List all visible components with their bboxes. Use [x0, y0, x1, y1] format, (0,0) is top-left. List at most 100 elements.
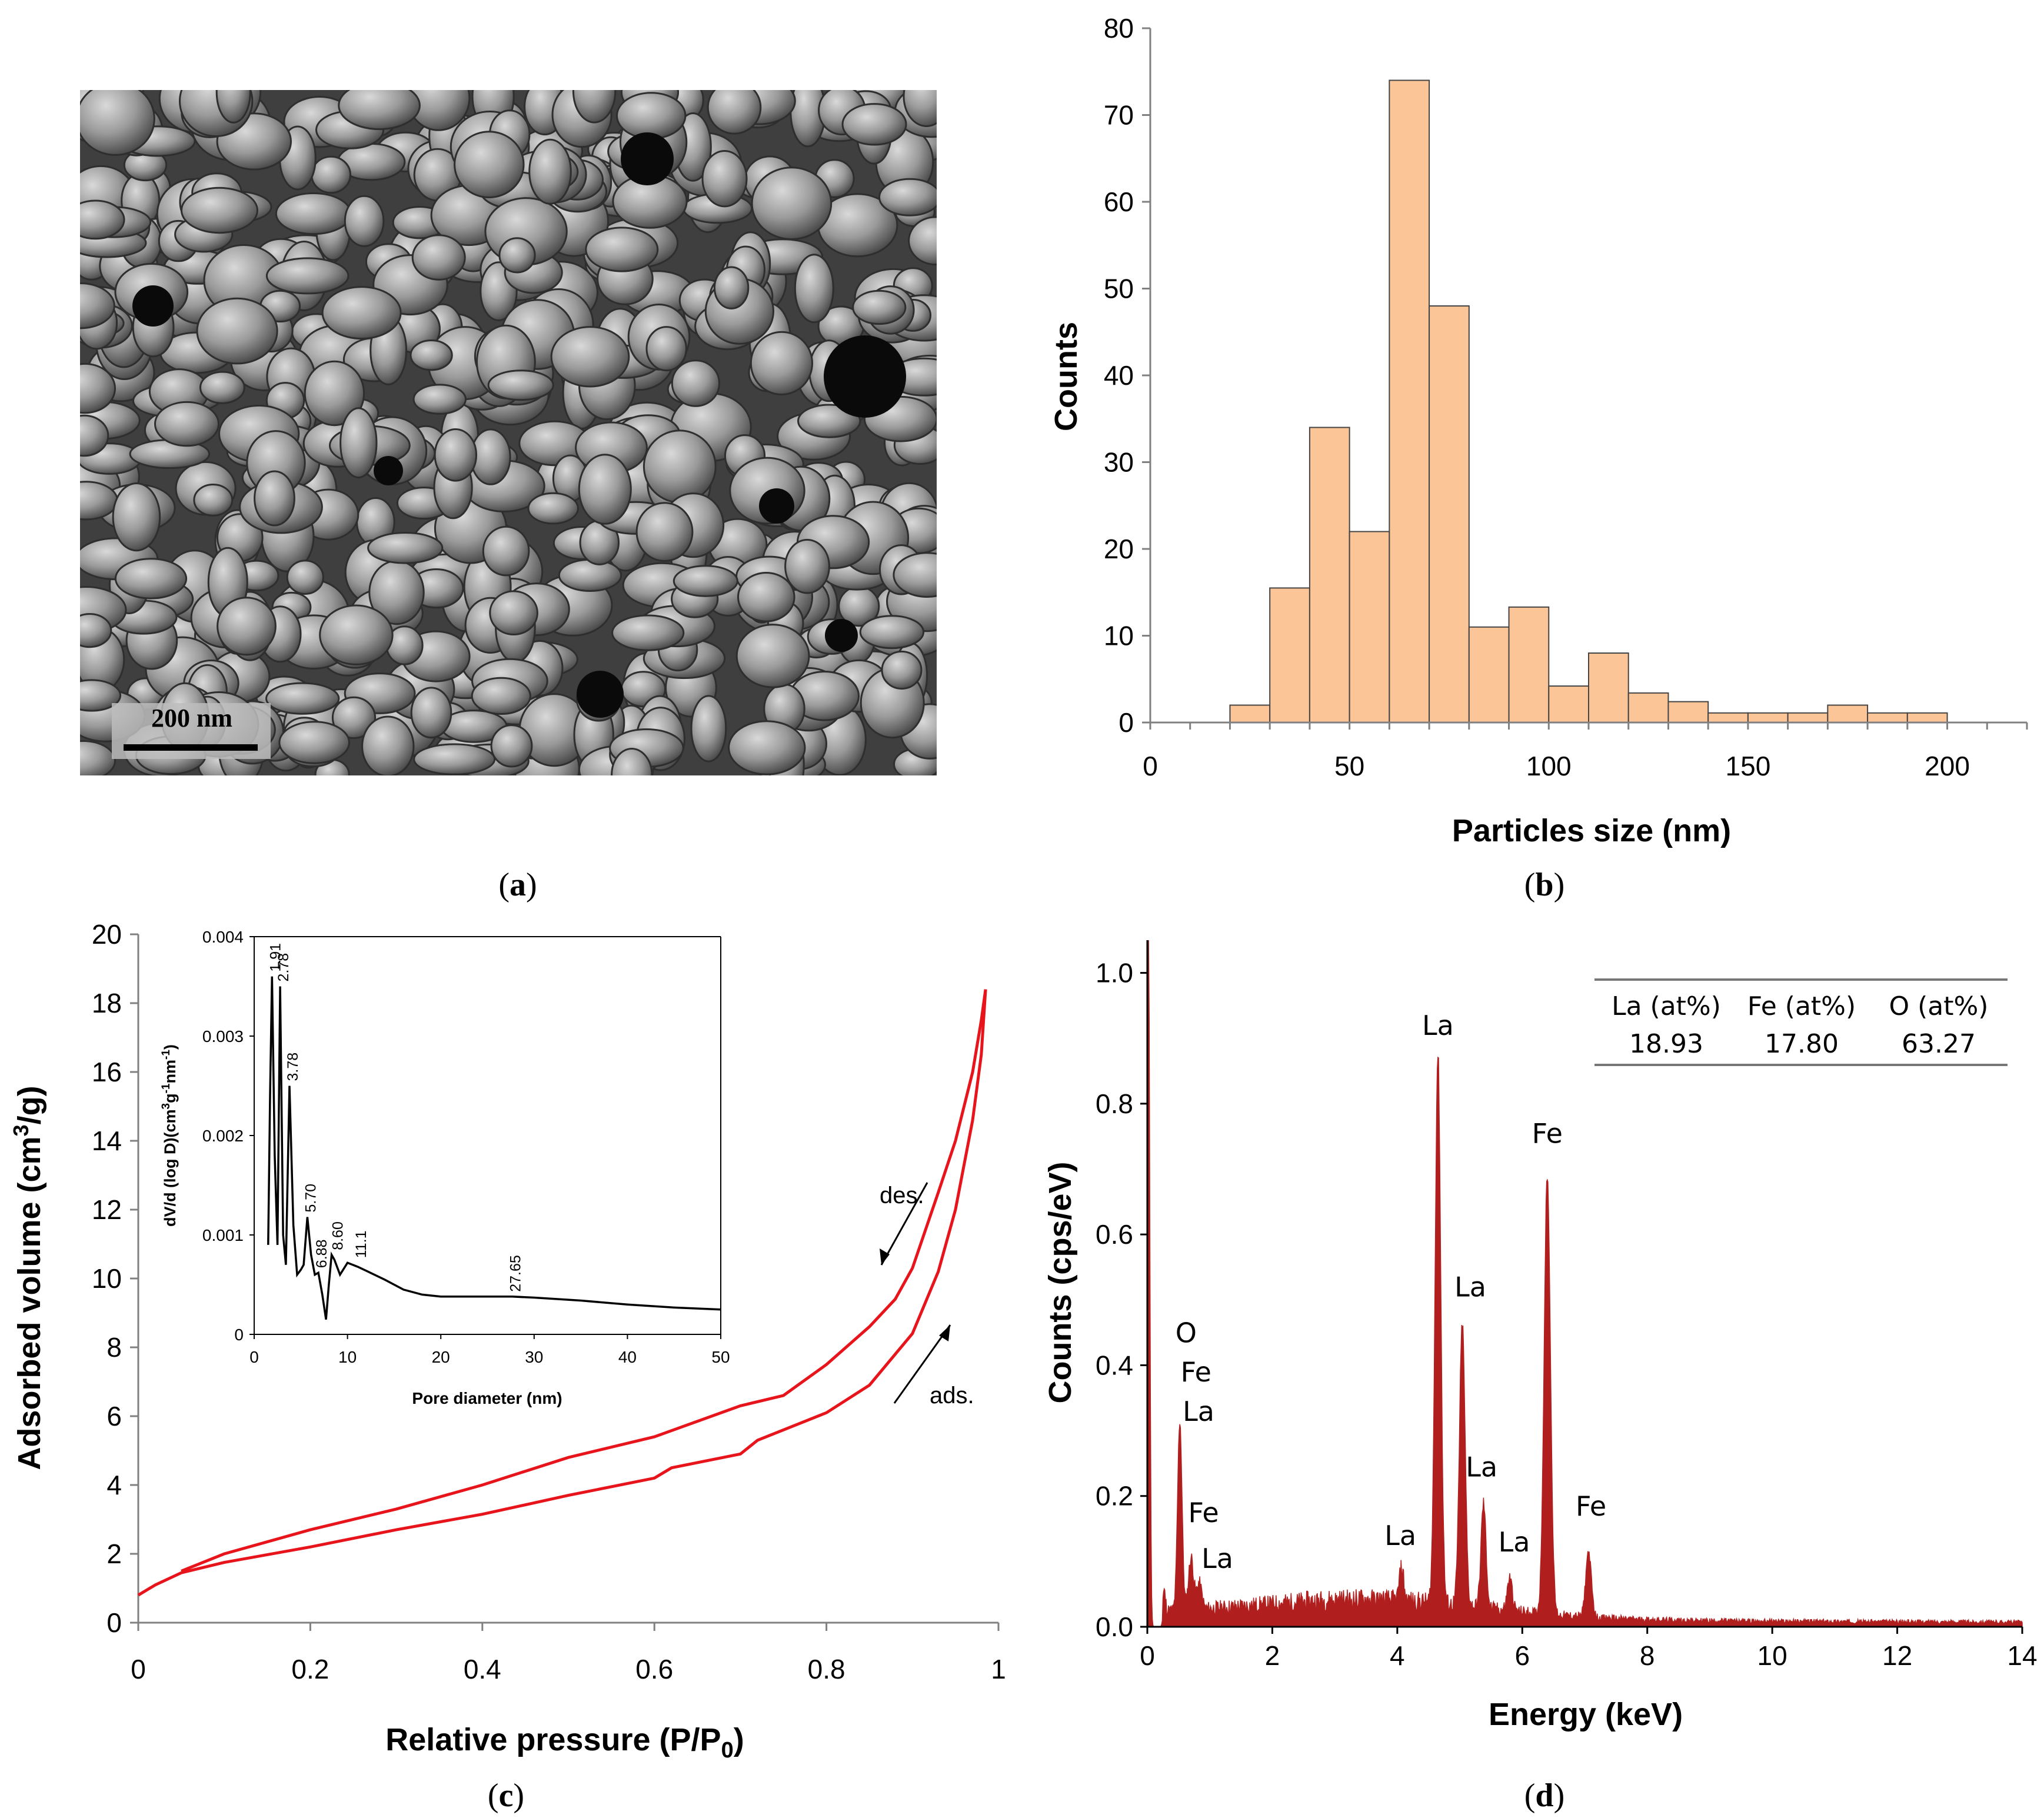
sem-grain: [527, 492, 579, 525]
eds-peak-labels: O Fe La Fe La La La La La La Fe Fe: [1176, 1010, 1606, 1574]
y-tick-label: 60: [1104, 187, 1134, 217]
y-axis-label-d: Counts (cps/eV): [1043, 1161, 1078, 1403]
histogram-bar: [1429, 305, 1470, 723]
y-ticks-b: 0 10 20 30 40 50 60 70 80: [1104, 13, 1150, 738]
sem-grain: [304, 360, 365, 427]
y-tick-label: 50: [1104, 274, 1134, 304]
table-header-fe: Fe (at%): [1747, 991, 1856, 1021]
histogram-bar: [1588, 652, 1629, 723]
y-tick-label: 70: [1104, 100, 1134, 131]
sem-grain: [112, 482, 161, 552]
x-tick-label: 0: [131, 1654, 146, 1684]
histogram-bar: [1787, 712, 1829, 724]
sem-grain: [80, 679, 122, 712]
inset-peak-label: 2.78: [275, 953, 292, 982]
x-tick-label: 4: [1390, 1640, 1405, 1671]
pore-distribution-curve: [267, 976, 721, 1320]
y-tick-label: 10: [1104, 621, 1134, 651]
inset-peak-label: 3.78: [285, 1053, 301, 1081]
histogram-bar: [1229, 704, 1271, 723]
y-axis-label-c: Adsorbed volume (cm3/g): [9, 1086, 47, 1470]
inset-y-tick-label: 0.004: [202, 928, 244, 946]
pore-size-inset: 0 0.001 0.002 0.003 0.004 0 10 20 30 40 50 1.912.…: [160, 928, 730, 1407]
sem-grain: [550, 326, 630, 388]
y-tick-label: 40: [1104, 360, 1134, 391]
sem-grain: [528, 138, 572, 205]
table-value-fe: 17.80: [1765, 1029, 1839, 1059]
sem-grain: [643, 429, 717, 504]
sem-grain: [893, 552, 937, 598]
inset-peak-labels: 1.912.78 3.78 5.70 6.888.60 11.1 27.65: [267, 943, 524, 1292]
desorption-curve: [181, 989, 987, 1573]
x-tick-label: 0.8: [808, 1654, 845, 1684]
sem-grain: [578, 454, 632, 525]
sem-grain: [841, 103, 907, 146]
y-tick-label: 20: [92, 919, 122, 950]
histogram-bar: [1667, 701, 1709, 723]
sem-grain: [275, 192, 352, 235]
sem-grain: [434, 428, 477, 482]
sem-grain: [489, 590, 538, 635]
eds-peak-label: Fe: [1576, 1490, 1606, 1522]
histogram-bar: [1548, 685, 1589, 724]
sem-grain: [490, 724, 533, 768]
sem-grain: [254, 470, 295, 527]
sem-grain: [784, 538, 830, 594]
x-axis-label-c: Relative pressure (P/P0): [385, 1722, 744, 1763]
sem-grain: [278, 721, 351, 764]
sem-grain: [344, 195, 385, 247]
sem-grain: [80, 613, 112, 648]
sem-grain: [671, 359, 721, 407]
x-tick-label: 150: [1726, 751, 1771, 781]
desorption-label: des.: [880, 1183, 924, 1208]
table-value-la: 18.93: [1629, 1029, 1703, 1059]
sem-grain: [713, 266, 750, 309]
inset-y-tick-label: 0.002: [202, 1127, 244, 1145]
histogram-bar: [1468, 626, 1510, 723]
inset-x-ticks: 0 10 20 30 40 50: [249, 1334, 730, 1366]
y-ticks-d: 0.0 0.2 0.4 0.6 0.8 1.0: [1096, 958, 1147, 1642]
x-tick-label: 1: [991, 1654, 1006, 1684]
sem-grain: [80, 282, 115, 329]
sem-grain: [616, 92, 687, 140]
sem-pore: [759, 488, 794, 524]
table-value-o: 63.27: [1902, 1029, 1976, 1059]
inset-x-label: Pore diameter (nm): [412, 1389, 562, 1407]
sem-grain: [673, 565, 738, 597]
sem-pore: [621, 132, 674, 185]
sem-grain: [331, 696, 377, 740]
sem-grain: [367, 532, 444, 564]
y-tick-label: 16: [92, 1057, 122, 1087]
sem-grain: [265, 257, 349, 295]
panel-label-a: (a): [498, 867, 537, 903]
y-tick-label: 1.0: [1096, 958, 1133, 988]
sem-grain: [611, 614, 685, 651]
y-ticks-c: 0 2 4 6 8 10 12 14 16 18 20: [92, 919, 138, 1638]
x-ticks-d: 0 2 4 6 8 10 12 14: [1140, 1627, 2038, 1671]
adsorption-arrowhead: [939, 1325, 950, 1341]
sem-grain: [80, 90, 155, 156]
sem-grain: [339, 407, 378, 479]
inset-peak-label: 6.88: [314, 1240, 330, 1268]
isotherm-curves: [137, 989, 987, 1597]
sem-grain: [498, 237, 536, 274]
sem-grain: [80, 362, 116, 414]
sem-grain: [751, 167, 833, 241]
y-axis-label-b: Counts: [1048, 322, 1084, 431]
sem-pore: [824, 335, 906, 418]
y-tick-label: 2: [106, 1539, 122, 1569]
adsorption-arrow: [893, 1324, 951, 1404]
sem-grain: [193, 484, 234, 517]
histogram-bar: [1707, 712, 1749, 724]
eds-peak-label: Fe: [1181, 1356, 1211, 1388]
y-tick-label: 0.0: [1096, 1611, 1133, 1642]
histogram-bar: [1508, 606, 1550, 723]
y-tick-label: 80: [1104, 13, 1134, 44]
sem-grains: [80, 90, 937, 775]
y-tick-label: 8: [106, 1332, 122, 1363]
sem-grain: [454, 131, 525, 199]
histogram-bar: [1906, 712, 1948, 724]
adsorption-label: ads.: [930, 1383, 974, 1409]
x-tick-label: 0.2: [291, 1654, 329, 1684]
inset-peak-label: 8.60: [329, 1221, 346, 1250]
